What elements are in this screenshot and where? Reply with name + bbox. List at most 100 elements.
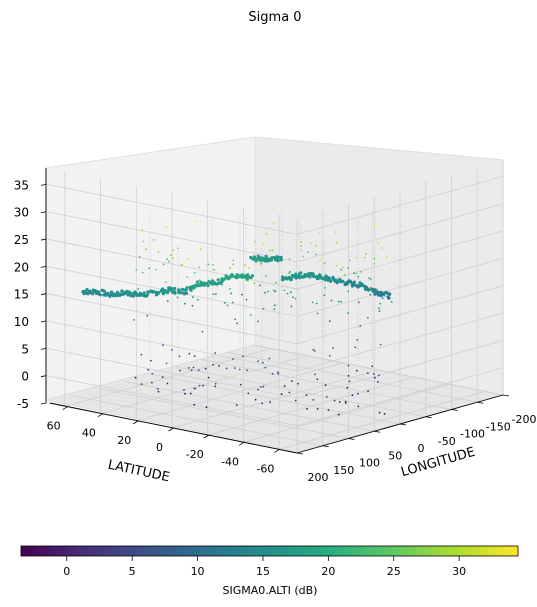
z-tick-label: 5 bbox=[21, 342, 29, 356]
sigma0-droplines bbox=[149, 210, 373, 371]
x-tick-label: -50 bbox=[438, 435, 456, 448]
data-point bbox=[150, 290, 155, 294]
data-point bbox=[366, 288, 370, 292]
data-point bbox=[273, 308, 276, 311]
z-tick bbox=[40, 265, 47, 268]
data-point bbox=[198, 266, 201, 269]
y-tick-label: -40 bbox=[221, 455, 239, 468]
y-tick-label: 0 bbox=[156, 441, 163, 454]
data-point bbox=[265, 275, 267, 277]
data-point bbox=[290, 380, 293, 382]
data-point bbox=[195, 280, 200, 284]
data-point bbox=[311, 273, 315, 277]
data-point bbox=[315, 245, 318, 247]
data-point bbox=[349, 280, 353, 284]
data-point bbox=[202, 384, 205, 387]
data-point bbox=[359, 271, 362, 273]
data-point bbox=[354, 346, 357, 349]
data-point bbox=[232, 358, 234, 361]
sigma0-points bbox=[81, 220, 393, 416]
data-point bbox=[140, 353, 143, 356]
data-point bbox=[265, 256, 269, 261]
data-point bbox=[197, 298, 199, 301]
data-point bbox=[341, 279, 345, 283]
data-point bbox=[238, 368, 241, 371]
data-point bbox=[185, 286, 189, 290]
data-point bbox=[216, 278, 220, 282]
data-point bbox=[98, 293, 102, 297]
data-point bbox=[188, 352, 191, 355]
data-point bbox=[323, 294, 326, 297]
data-point bbox=[364, 286, 368, 290]
data-point bbox=[376, 288, 379, 291]
data-point bbox=[261, 402, 264, 405]
data-point bbox=[146, 290, 150, 294]
data-point bbox=[112, 292, 116, 296]
data-point bbox=[268, 357, 271, 360]
data-point bbox=[166, 291, 169, 294]
data-point bbox=[184, 392, 186, 395]
data-point bbox=[355, 369, 358, 372]
z-tick-label: 0 bbox=[21, 370, 29, 384]
data-point bbox=[228, 275, 232, 279]
data-point bbox=[247, 392, 250, 395]
data-point bbox=[257, 360, 259, 363]
data-point bbox=[289, 291, 292, 294]
data-point bbox=[241, 293, 243, 296]
y-tick bbox=[97, 413, 104, 418]
data-point bbox=[240, 275, 244, 279]
data-point bbox=[207, 280, 212, 284]
data-point bbox=[274, 290, 277, 293]
data-point bbox=[171, 257, 174, 259]
data-point bbox=[165, 362, 168, 365]
x-tick-label: 0 bbox=[418, 442, 425, 455]
data-point bbox=[114, 294, 118, 298]
data-point bbox=[315, 302, 318, 305]
z-tick-label: 30 bbox=[14, 206, 29, 220]
data-point bbox=[351, 394, 354, 397]
z-tick bbox=[40, 320, 47, 323]
y-tick-label: 40 bbox=[82, 427, 96, 440]
data-point bbox=[277, 372, 280, 375]
data-point bbox=[319, 259, 322, 261]
z-tick bbox=[40, 211, 47, 214]
data-point bbox=[377, 293, 381, 297]
data-point bbox=[378, 374, 380, 377]
data-point bbox=[358, 301, 360, 304]
data-point bbox=[213, 268, 216, 271]
data-point bbox=[383, 294, 386, 297]
data-point bbox=[214, 385, 217, 388]
data-point bbox=[353, 272, 355, 274]
data-point bbox=[312, 348, 315, 351]
data-point bbox=[247, 279, 250, 282]
z-tick-label: 15 bbox=[14, 288, 29, 302]
data-point bbox=[162, 344, 164, 346]
data-point bbox=[314, 373, 316, 376]
data-point bbox=[357, 405, 360, 408]
data-point bbox=[266, 259, 270, 263]
data-point bbox=[305, 394, 308, 396]
data-point bbox=[148, 267, 151, 270]
data-point bbox=[355, 272, 357, 275]
x-tick bbox=[348, 438, 355, 440]
y-tick-label: -60 bbox=[256, 462, 274, 475]
data-point bbox=[187, 258, 190, 260]
data-point bbox=[311, 301, 314, 304]
data-point bbox=[161, 376, 164, 379]
data-point bbox=[373, 376, 376, 379]
data-point bbox=[219, 280, 223, 284]
data-point bbox=[383, 413, 386, 415]
data-point bbox=[166, 382, 169, 385]
data-point bbox=[173, 291, 177, 295]
data-point bbox=[334, 231, 337, 234]
z-tick-label: 10 bbox=[14, 315, 29, 329]
data-point bbox=[325, 396, 328, 398]
data-point bbox=[338, 401, 341, 403]
data-point bbox=[120, 289, 124, 293]
data-point bbox=[299, 271, 303, 275]
data-point bbox=[260, 386, 262, 388]
data-point bbox=[357, 393, 359, 395]
chart-title: Sigma 0 bbox=[248, 10, 301, 25]
z-tick bbox=[40, 184, 47, 186]
data-point bbox=[223, 302, 226, 304]
